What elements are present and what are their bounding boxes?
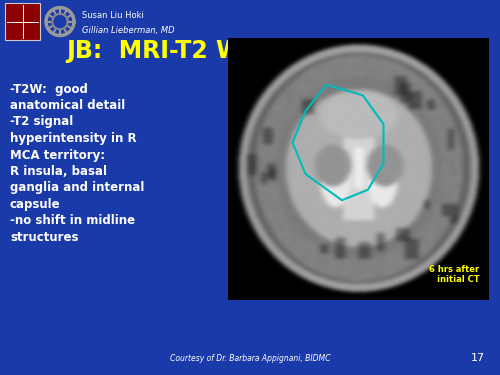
Text: Courtesy of Dr. Barbara Appignani, BIDMC: Courtesy of Dr. Barbara Appignani, BIDMC [170,354,330,363]
FancyBboxPatch shape [5,3,40,40]
Bar [228,38,488,300]
Text: JB:  MRI-T2 Weighted Image: JB: MRI-T2 Weighted Image [66,39,434,63]
Text: 17: 17 [471,353,485,363]
Text: 6 hrs after
initial CT: 6 hrs after initial CT [430,265,480,284]
Text: Susan Liu Hoki: Susan Liu Hoki [82,10,144,20]
Text: -T2W:  good
anatomical detail
-T2 signal
hyperintensity in R
MCA territory:
R in: -T2W: good anatomical detail -T2 signal … [10,82,144,244]
Text: Gillian Lieberman, MD: Gillian Lieberman, MD [82,26,174,35]
